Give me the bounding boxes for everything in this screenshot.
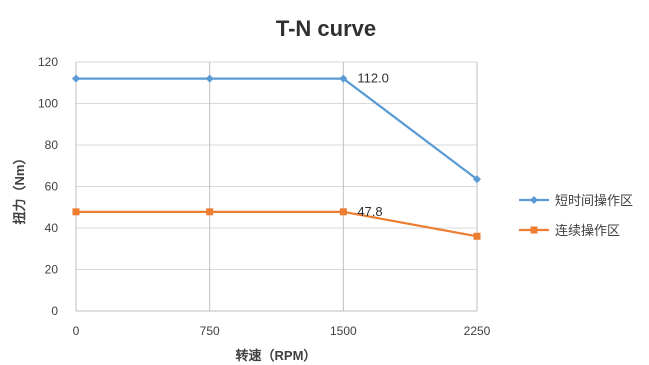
x-tick-label: 0	[73, 324, 80, 338]
y-tick-label: 20	[45, 263, 59, 277]
x-tick-label: 1500	[330, 324, 357, 338]
y-tick-label: 120	[38, 55, 58, 69]
y-axis-title: 扭力（Nm）	[12, 152, 27, 225]
series-line-0	[76, 77, 478, 181]
series-0-point	[473, 175, 481, 184]
series-0-point	[339, 74, 348, 83]
grid-lines	[75, 61, 478, 312]
y-tick-label: 40	[45, 221, 59, 235]
series-0-point	[205, 74, 214, 83]
series-1-point	[206, 208, 214, 216]
series-lines	[72, 74, 481, 240]
chart-title: T-N curve	[276, 16, 376, 41]
series-line-1	[76, 210, 478, 238]
legend-label-1: 连续操作区	[555, 223, 620, 238]
data-label: 47.8	[357, 204, 382, 219]
data-labels: 112.0 47.8	[357, 71, 389, 219]
axes: 0 20 40 60 80 100 120 0 750 1500 2250	[38, 55, 491, 338]
x-tick-label: 2250	[464, 324, 491, 338]
series-1-point	[473, 232, 481, 240]
x-tick-label: 750	[200, 324, 220, 338]
y-tick-label: 0	[51, 304, 58, 318]
legend-label-0: 短时间操作区	[555, 193, 633, 208]
series-1-point	[339, 208, 347, 216]
series-1-point	[72, 208, 80, 216]
y-tick-label: 100	[38, 97, 58, 111]
series-0-point	[72, 74, 80, 83]
y-tick-label: 60	[45, 180, 59, 194]
legend-marker-0	[530, 196, 538, 204]
data-label: 112.0	[357, 71, 389, 86]
y-tick-label: 80	[45, 138, 59, 152]
legend-marker-1	[530, 226, 538, 234]
x-axis-title: 转速（RPM）	[236, 348, 317, 363]
